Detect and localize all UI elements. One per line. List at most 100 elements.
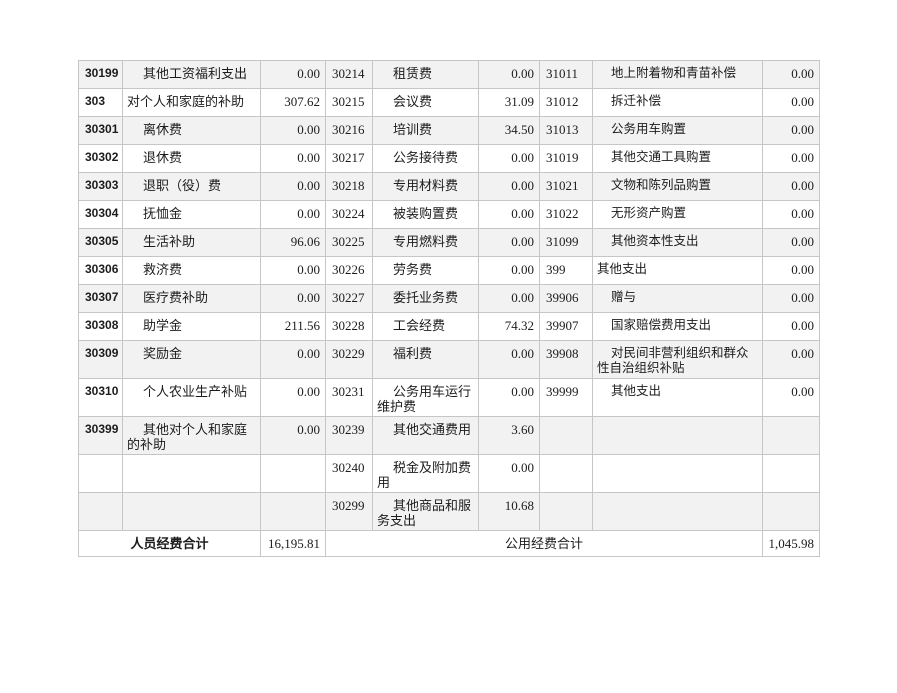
name-cell: 公务用车购置 xyxy=(592,116,763,145)
value-cell: 0.00 xyxy=(260,416,326,455)
code-cell: 30231 xyxy=(325,378,373,417)
value-cell: 0.00 xyxy=(260,200,326,229)
value-cell: 34.50 xyxy=(478,116,540,145)
name-cell: 助学金 xyxy=(122,312,261,341)
personnel-total-label: 人员经费合计 xyxy=(78,530,261,557)
code-cell: 30306 xyxy=(78,256,123,285)
name-cell: 被装购置费 xyxy=(372,200,479,229)
public-total-label: 公用经费合计 xyxy=(325,530,763,557)
totals-row: 人员经费合计 16,195.81 公用经费合计 1,045.98 xyxy=(78,530,820,557)
name-cell: 其他资本性支出 xyxy=(592,228,763,257)
value-cell: 0.00 xyxy=(478,378,540,417)
value-cell: 0.00 xyxy=(478,60,540,89)
name-cell: 其他交通费用 xyxy=(372,416,479,455)
code-cell: 39906 xyxy=(539,284,593,313)
value-cell: 0.00 xyxy=(478,172,540,201)
value-cell: 10.68 xyxy=(478,492,540,531)
name-cell: 离休费 xyxy=(122,116,261,145)
value-cell xyxy=(762,416,820,455)
name-cell: 退休费 xyxy=(122,144,261,173)
code-cell: 31011 xyxy=(539,60,593,89)
code-cell: 30305 xyxy=(78,228,123,257)
code-cell xyxy=(78,492,123,531)
name-cell: 生活补助 xyxy=(122,228,261,257)
name-cell: 赠与 xyxy=(592,284,763,313)
name-cell: 劳务费 xyxy=(372,256,479,285)
code-cell xyxy=(539,416,593,455)
value-cell: 0.00 xyxy=(762,172,820,201)
value-cell: 0.00 xyxy=(762,284,820,313)
name-cell: 对个人和家庭的补助 xyxy=(122,88,261,117)
value-cell: 0.00 xyxy=(260,116,326,145)
table-row: 30306 救济费 0.00 30226 劳务费 0.00 399 其他支出 0.00 xyxy=(78,256,820,285)
code-cell: 30214 xyxy=(325,60,373,89)
name-cell: 文物和陈列品购置 xyxy=(592,172,763,201)
name-cell: 抚恤金 xyxy=(122,200,261,229)
table-row: 30310 个人农业生产补贴 0.00 30231 公务用车运行维护费 0.00 39999… xyxy=(78,378,820,417)
table-row: 30240 税金及附加费用 0.00 xyxy=(78,454,820,493)
name-cell: 其他对个人和家庭的补助 xyxy=(122,416,261,455)
code-cell: 399 xyxy=(539,256,593,285)
code-cell: 39908 xyxy=(539,340,593,379)
name-cell xyxy=(592,454,763,493)
name-cell: 租赁费 xyxy=(372,60,479,89)
code-cell: 30199 xyxy=(78,60,123,89)
value-cell: 74.32 xyxy=(478,312,540,341)
table-row: 30199 其他工资福利支出 0.00 30214 租赁费 0.00 31011 地上附着物和… xyxy=(78,60,820,89)
code-cell: 30399 xyxy=(78,416,123,455)
value-cell: 0.00 xyxy=(478,454,540,493)
value-cell: 0.00 xyxy=(260,256,326,285)
code-cell: 31021 xyxy=(539,172,593,201)
value-cell: 96.06 xyxy=(260,228,326,257)
code-cell: 31013 xyxy=(539,116,593,145)
value-cell: 0.00 xyxy=(478,284,540,313)
value-cell xyxy=(762,454,820,493)
value-cell: 0.00 xyxy=(260,284,326,313)
value-cell: 3.60 xyxy=(478,416,540,455)
name-cell xyxy=(592,492,763,531)
value-cell: 0.00 xyxy=(762,88,820,117)
value-cell: 0.00 xyxy=(260,60,326,89)
code-cell: 30226 xyxy=(325,256,373,285)
code-cell xyxy=(539,454,593,493)
value-cell: 0.00 xyxy=(762,200,820,229)
table-row: 30307 医疗费补助 0.00 30227 委托业务费 0.00 39906 赠与 0.00 xyxy=(78,284,820,313)
name-cell: 对民间非营利组织和群众性自治组织补贴 xyxy=(592,340,763,379)
value-cell: 0.00 xyxy=(478,228,540,257)
code-cell: 30303 xyxy=(78,172,123,201)
public-total-value: 1,045.98 xyxy=(762,530,820,557)
code-cell: 30229 xyxy=(325,340,373,379)
value-cell: 31.09 xyxy=(478,88,540,117)
name-cell: 国家赔偿费用支出 xyxy=(592,312,763,341)
name-cell: 会议费 xyxy=(372,88,479,117)
code-cell: 30304 xyxy=(78,200,123,229)
value-cell: 0.00 xyxy=(260,340,326,379)
code-cell: 30299 xyxy=(325,492,373,531)
code-cell: 31099 xyxy=(539,228,593,257)
name-cell: 委托业务费 xyxy=(372,284,479,313)
value-cell: 0.00 xyxy=(762,228,820,257)
value-cell: 0.00 xyxy=(762,144,820,173)
code-cell: 30215 xyxy=(325,88,373,117)
code-cell: 30240 xyxy=(325,454,373,493)
table-row: 30302 退休费 0.00 30217 公务接待费 0.00 31019 其他交通工具购置 0… xyxy=(78,144,820,173)
code-cell: 30218 xyxy=(325,172,373,201)
name-cell xyxy=(122,454,261,493)
name-cell: 其他支出 xyxy=(592,378,763,417)
code-cell: 30227 xyxy=(325,284,373,313)
name-cell: 税金及附加费用 xyxy=(372,454,479,493)
code-cell: 30301 xyxy=(78,116,123,145)
value-cell: 0.00 xyxy=(478,256,540,285)
code-cell: 30302 xyxy=(78,144,123,173)
code-cell: 30239 xyxy=(325,416,373,455)
name-cell: 救济费 xyxy=(122,256,261,285)
personnel-total-value: 16,195.81 xyxy=(260,530,326,557)
value-cell: 0.00 xyxy=(260,378,326,417)
table-row: 30301 离休费 0.00 30216 培训费 34.50 31013 公务用车购置 0.00 xyxy=(78,116,820,145)
code-cell: 39999 xyxy=(539,378,593,417)
table-row: 303 对个人和家庭的补助 307.62 30215 会议费 31.09 31012 拆迁补偿… xyxy=(78,88,820,117)
table-row: 30305 生活补助 96.06 30225 专用燃料费 0.00 31099 其他资本性支出… xyxy=(78,228,820,257)
value-cell: 0.00 xyxy=(762,378,820,417)
value-cell xyxy=(762,492,820,531)
